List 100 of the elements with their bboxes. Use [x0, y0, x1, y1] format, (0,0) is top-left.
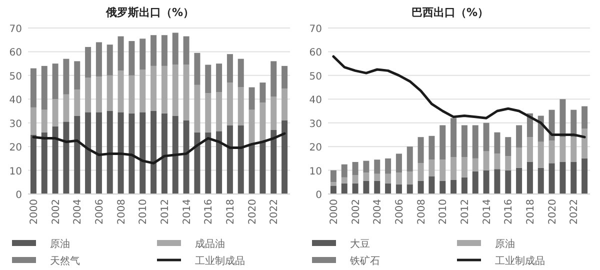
bar [85, 78, 92, 112]
bar [396, 154, 402, 173]
bar [74, 61, 80, 90]
bar [472, 158, 478, 172]
legend-label: 天然气 [50, 255, 80, 267]
x-tick-label: 2014 [482, 199, 493, 224]
bar [183, 36, 190, 65]
y-tick-label: 0 [316, 190, 322, 201]
bar [161, 35, 168, 66]
bar [248, 144, 255, 194]
bar [385, 183, 392, 194]
bar [216, 131, 222, 194]
bar [396, 184, 402, 194]
x-tick-label: 2018 [225, 199, 236, 224]
bar [106, 111, 113, 194]
bar [118, 70, 124, 112]
bar [226, 82, 233, 126]
y-tick-label: 40 [309, 95, 322, 106]
bar [505, 170, 512, 194]
bar [440, 180, 446, 194]
bar [226, 125, 233, 194]
bar [570, 110, 577, 138]
bar [63, 58, 70, 94]
bar [238, 125, 244, 194]
y-tick-label: 10 [309, 166, 322, 178]
bar [118, 36, 124, 71]
bar [352, 175, 358, 184]
bar [128, 75, 135, 114]
x-tick-label: 2010 [438, 199, 450, 224]
bar [260, 102, 266, 142]
x-tick-label: 2022 [569, 199, 580, 224]
bar [494, 132, 500, 154]
bar [96, 42, 102, 77]
x-tick-label: 2016 [504, 199, 515, 224]
bar [494, 154, 500, 170]
bar [172, 64, 178, 116]
bar [161, 113, 168, 194]
bar [406, 146, 413, 172]
bar [428, 160, 435, 176]
x-tick-label: 2012 [160, 199, 171, 224]
bar [216, 64, 222, 92]
bar [385, 174, 392, 184]
bar [85, 46, 92, 78]
bar [30, 107, 36, 135]
bar [330, 186, 336, 194]
bar [396, 172, 402, 185]
x-tick-label: 2004 [372, 199, 384, 224]
bar [52, 99, 58, 126]
bar [205, 64, 212, 94]
bar [41, 132, 48, 194]
x-tick-label: 2002 [350, 199, 362, 224]
legend-label: 原油 [50, 238, 70, 250]
y-tick-label: 70 [309, 24, 322, 35]
x-tick-label: 2004 [72, 199, 84, 224]
bar [560, 99, 566, 138]
bar [106, 75, 113, 111]
bar [461, 177, 468, 194]
bar [150, 66, 157, 111]
bar [570, 137, 577, 162]
bar [483, 170, 490, 194]
bar [538, 142, 544, 168]
y-tick-label: 60 [9, 48, 22, 59]
bar [450, 157, 457, 180]
bar [216, 92, 222, 132]
bar [341, 164, 348, 178]
x-tick-label: 2012 [460, 199, 471, 224]
bar [472, 125, 478, 158]
bar [150, 111, 157, 194]
bar [450, 180, 457, 194]
bar [385, 158, 392, 174]
bar [96, 76, 102, 112]
bar [440, 160, 446, 181]
bar [172, 116, 178, 194]
x-tick-label: 2022 [269, 199, 280, 224]
bar [406, 184, 413, 194]
bar [74, 116, 80, 194]
bar [582, 106, 588, 129]
bar [406, 171, 413, 185]
bar [238, 87, 244, 126]
bar [538, 168, 544, 194]
bar [418, 137, 424, 164]
bar [52, 126, 58, 194]
bar [96, 112, 102, 194]
bar [582, 158, 588, 194]
bar [341, 183, 348, 194]
bar [483, 151, 490, 170]
bar [41, 66, 48, 110]
bar [248, 110, 255, 144]
bar [52, 64, 58, 100]
bar [330, 182, 336, 186]
x-tick-label: 2014 [182, 199, 193, 224]
legend-label: 大豆 [350, 238, 370, 250]
bar [560, 137, 566, 162]
y-tick-label: 40 [9, 95, 22, 106]
bar [248, 87, 255, 110]
bar [418, 180, 424, 194]
bar [63, 94, 70, 122]
bar [440, 125, 446, 160]
y-tick-label: 20 [309, 142, 322, 154]
x-tick-label: 2020 [547, 199, 558, 224]
